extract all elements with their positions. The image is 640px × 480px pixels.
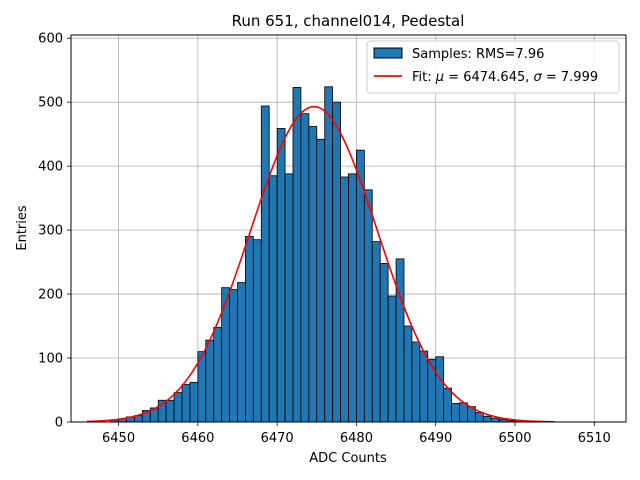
- histogram-bar: [348, 173, 357, 423]
- chart-title: Run 651, channel014, Pedestal: [232, 12, 465, 30]
- histogram-bar: [173, 392, 183, 423]
- histogram-bar: [411, 341, 421, 423]
- histogram-bar: [451, 403, 460, 423]
- histogram-bars: [110, 86, 548, 423]
- histogram-bar: [363, 189, 373, 423]
- y-tick-label: 0: [55, 416, 63, 431]
- x-axis-label: ADC Counts: [309, 451, 387, 466]
- histogram-bar: [459, 402, 468, 423]
- histogram-bar: [435, 356, 445, 423]
- x-tick-label: 6470: [261, 431, 294, 446]
- histogram-bar: [316, 138, 326, 423]
- y-tick-label: 400: [38, 160, 63, 175]
- x-axis-ticks: 6450 6460 6470 6480 6490 6500 6510: [102, 422, 611, 446]
- histogram-bar: [213, 326, 223, 423]
- histogram-bar: [300, 113, 310, 423]
- y-tick-label: 300: [38, 224, 63, 239]
- histogram-bar: [308, 126, 318, 423]
- y-axis-ticks: 0 100 200 300 400 500 600: [38, 32, 71, 431]
- histogram-bar: [379, 262, 389, 423]
- gaussian-fit-curve: [86, 105, 555, 423]
- histogram-bar: [419, 350, 429, 423]
- histogram-bar: [245, 236, 254, 423]
- x-tick-label: 6480: [340, 431, 373, 446]
- x-tick-label: 6450: [102, 431, 135, 446]
- legend-fit-label: Fit: μ = 6474.645, σ = 7.999: [412, 70, 598, 85]
- x-tick-label: 6510: [578, 431, 611, 446]
- legend: Samples: RMS=7.96 Fit: μ = 6474.645, σ =…: [366, 40, 620, 94]
- legend-box: [366, 40, 620, 94]
- y-tick-label: 100: [38, 352, 63, 367]
- histogram-bar: [443, 387, 452, 423]
- histogram-bar: [260, 105, 270, 423]
- histogram-bar: [332, 101, 341, 423]
- histogram-bar: [284, 173, 294, 423]
- histogram-bar: [371, 241, 381, 423]
- histogram-bar: [395, 258, 405, 423]
- histogram-bar: [181, 383, 191, 423]
- plot-frame: [70, 34, 627, 423]
- histogram-bar: [252, 239, 262, 423]
- histogram-bar: [482, 415, 492, 423]
- histogram-bar: [292, 87, 302, 423]
- histogram-bar: [229, 289, 238, 423]
- histogram-bar: [427, 358, 437, 423]
- histogram-bar: [165, 399, 175, 423]
- x-tick-label: 6490: [419, 431, 452, 446]
- histogram-bar: [403, 325, 413, 423]
- histogram-bar: [490, 417, 500, 423]
- fit-curve-group: [86, 105, 555, 423]
- histogram-bar: [237, 282, 246, 423]
- y-tick-label: 500: [38, 96, 63, 111]
- y-axis-label: Entries: [15, 205, 30, 251]
- histogram-bar: [340, 176, 349, 423]
- y-tick-label: 600: [38, 32, 63, 47]
- x-tick-label: 6460: [181, 431, 214, 446]
- y-tick-label: 200: [38, 288, 63, 303]
- histogram-bar: [268, 175, 278, 423]
- histogram-bar: [324, 86, 334, 423]
- histogram-bar: [205, 339, 215, 423]
- histogram-bar: [276, 127, 286, 423]
- x-tick-label: 6500: [498, 431, 531, 446]
- histogram-bar: [387, 295, 397, 423]
- legend-samples-swatch: [373, 47, 403, 59]
- legend-samples-label: Samples: RMS=7.96: [412, 47, 544, 62]
- histogram-bar: [189, 381, 199, 423]
- histogram-bar: [474, 412, 484, 423]
